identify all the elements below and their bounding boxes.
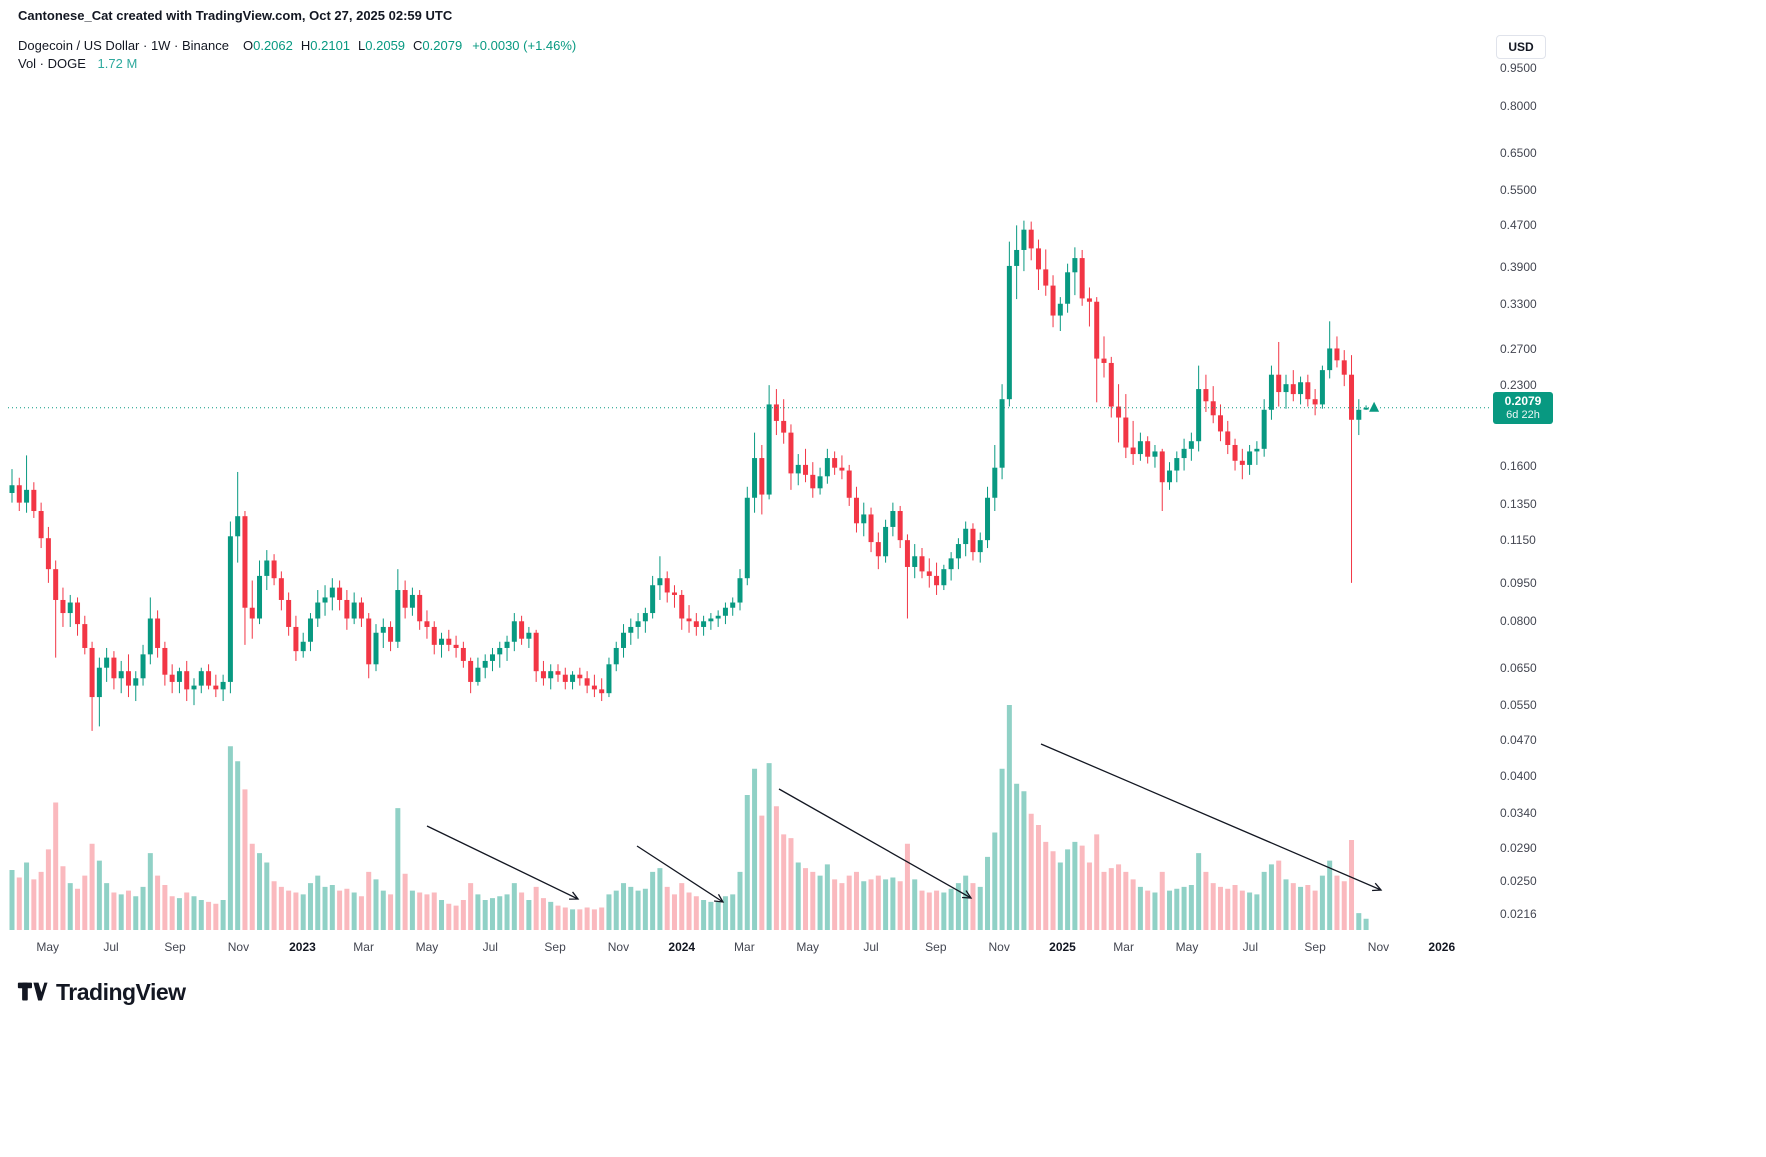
ohlc-open: O0.2062 — [242, 38, 293, 53]
currency-unit-button[interactable]: USD — [1496, 35, 1546, 59]
time-axis-month-label: Sep — [925, 940, 947, 954]
time-axis-month-label: Sep — [544, 940, 566, 954]
volume-bars — [9, 705, 1369, 930]
price-axis-label: 0.0470 — [1500, 733, 1537, 748]
time-axis-month-label: May — [36, 940, 60, 954]
price-axis-label: 0.0290 — [1500, 841, 1537, 856]
price-axis-label: 0.1350 — [1500, 497, 1537, 512]
bar-close-countdown: 6d 22h — [1506, 408, 1540, 421]
chart-attribution: Cantonese_Cat created with TradingView.c… — [18, 8, 453, 23]
volume-legend: Vol · DOGE 1.72 M — [18, 56, 137, 71]
volume-label[interactable]: Vol · DOGE — [18, 56, 86, 71]
time-axis-month-label: Mar — [353, 940, 374, 954]
tradingview-logo-icon — [17, 982, 48, 1001]
time-axis-month-label: Jul — [103, 940, 119, 954]
price-axis-label: 0.0340 — [1500, 805, 1537, 820]
price-axis-label: 0.9500 — [1500, 61, 1537, 75]
time-axis-month-label: Nov — [227, 940, 250, 954]
price-axis-label: 0.2300 — [1500, 378, 1537, 393]
last-price-value: 0.2079 — [1504, 393, 1542, 408]
price-axis-label: 0.0250 — [1500, 874, 1537, 889]
tradingview-brand-text: TradingView — [56, 978, 186, 1005]
ohlc-close: C0.2079 — [413, 38, 463, 53]
time-axis-month-label: Sep — [164, 940, 186, 954]
time-axis-month-label: Nov — [1367, 940, 1390, 954]
price-axis-label: 0.0400 — [1500, 769, 1537, 784]
price-axis-label: 0.3900 — [1500, 260, 1537, 275]
symbol-legend: Dogecoin / US Dollar · 1W · Binance O0.2… — [18, 38, 576, 53]
price-axis-label: 0.1600 — [1500, 459, 1537, 474]
price-axis-label: 0.0650 — [1500, 660, 1537, 675]
time-axis-month-label: Nov — [988, 940, 1010, 954]
time-axis-year-label: 2026 — [1428, 940, 1456, 954]
last-price-badge[interactable]: 0.2079 6d 22h — [1493, 391, 1553, 424]
time-axis-month-label: Sep — [1304, 940, 1326, 954]
time-axis-month-label: Mar — [734, 940, 755, 954]
time-axis-month-label: May — [415, 940, 439, 954]
price-axis-label: 0.1150 — [1500, 533, 1536, 548]
price-axis-label: 0.8000 — [1500, 99, 1537, 114]
time-axis-month-label: May — [1175, 940, 1199, 954]
time-axis[interactable]: May Jul Sep Nov 2023 Mar May Jul Sep Nov 2024 Mar Ma… — [0, 936, 1496, 962]
price-axis-label: 0.0950 — [1500, 575, 1537, 590]
price-axis-label: 0.5500 — [1500, 183, 1537, 198]
time-axis-month-label: Nov — [607, 940, 630, 954]
price-axis-label: 0.6500 — [1500, 145, 1537, 160]
symbol-title[interactable]: Dogecoin / US Dollar · 1W · Binance — [18, 38, 229, 53]
current-price-line — [8, 401, 1492, 412]
volume-value: 1.72 M — [97, 56, 138, 71]
tradingview-watermark[interactable]: TradingView — [16, 976, 186, 1008]
time-axis-year-label: 2025 — [1049, 940, 1076, 954]
time-axis-month-label: May — [796, 940, 820, 954]
price-axis-label: 0.2700 — [1500, 342, 1537, 357]
time-axis-year-label: 2023 — [289, 940, 316, 954]
price-axis-label: 0.0216 — [1500, 907, 1537, 922]
price-axis-label: 0.0550 — [1500, 698, 1537, 713]
price-axis-label: 0.3300 — [1500, 297, 1537, 312]
ohlc-high: H0.2101 — [300, 38, 351, 53]
time-axis-month-label: Mar — [1113, 940, 1134, 954]
price-change: +0.0030 (+1.46%) — [472, 38, 577, 53]
time-axis-month-label: Jul — [863, 940, 879, 954]
time-axis-month-label: Jul — [482, 940, 498, 954]
price-axis-label: 0.0800 — [1500, 614, 1537, 629]
price-axis[interactable]: 0.9500 0.8000 0.6500 0.5500 0.4700 0.3900 0.33… — [1498, 0, 1562, 935]
ohlc-low: L0.2059 — [358, 38, 406, 53]
price-candles — [9, 220, 1369, 731]
price-axis-label: 0.4700 — [1500, 218, 1537, 233]
time-axis-year-label: 2024 — [668, 940, 696, 954]
time-axis-month-label: Jul — [1242, 940, 1258, 954]
trend-arrow-drawings[interactable] — [426, 743, 1383, 903]
